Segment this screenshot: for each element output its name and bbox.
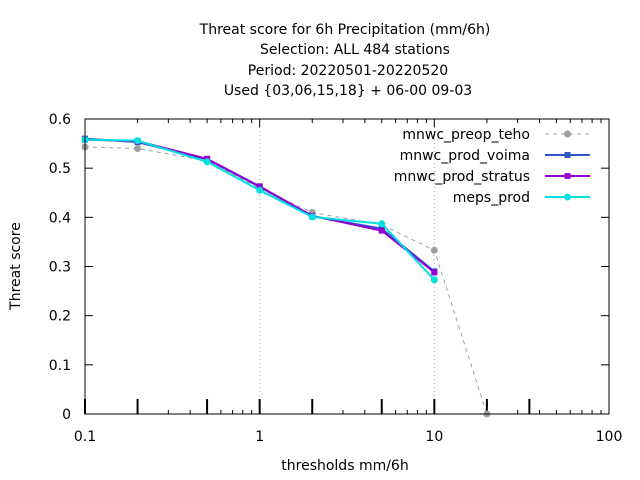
x-tick-label: 10 [425, 429, 443, 445]
title-line-1: Threat score for 6h Precipitation (mm/6h… [199, 22, 491, 38]
y-tick-label: 0 [62, 407, 71, 423]
series-meps_prod [81, 136, 438, 284]
legend-label: mnwc_preop_teho [402, 127, 530, 143]
title-line-2: Selection: ALL 484 stations [260, 42, 450, 58]
data-point [256, 183, 263, 190]
axis-ticks: 00.10.20.30.40.50.60.1 1 10 100 [49, 112, 623, 445]
plot-frame [84, 118, 610, 415]
legend-label: mnwc_prod_voima [400, 148, 530, 164]
data-point [431, 269, 438, 276]
series-line [84, 138, 436, 281]
y-tick-label: 0.1 [49, 358, 71, 374]
y-tick-label: 0.4 [49, 210, 71, 226]
data-point [134, 145, 142, 152]
title-line-3: Period: 20220501-20220520 [248, 63, 448, 79]
x-axis-label: thresholds mm/6h [281, 458, 408, 474]
legend-label: meps_prod [453, 190, 530, 206]
data-point [378, 220, 386, 228]
y-tick-label: 0.6 [49, 112, 71, 128]
data-point [203, 158, 211, 166]
series-mnwc_prod_stratus [82, 136, 438, 276]
series-mnwc_prod_voima [82, 135, 438, 275]
x-tick-label: 100 [596, 429, 623, 445]
data-point [256, 186, 264, 194]
data-point [308, 213, 316, 221]
data-point [378, 227, 385, 234]
x-tick-label: 1 [255, 429, 264, 445]
legend-swatch-marker [564, 130, 571, 138]
legend-swatch-marker [564, 152, 571, 158]
legend: mnwc_preop_teho mnwc_prod_voima mnwc_prod_… [394, 127, 590, 206]
y-axis-label: Threat score [8, 222, 24, 311]
x-tick-label: 0.1 [74, 429, 96, 445]
title-line-4: Used {03,06,15,18} + 06-00 09-03 [224, 83, 472, 99]
data-point [430, 246, 438, 254]
series-line [84, 146, 488, 415]
y-tick-label: 0.5 [49, 161, 71, 177]
legend-swatch-marker [564, 193, 571, 201]
legend-label: mnwc_prod_stratus [394, 169, 530, 185]
y-tick-label: 0.2 [49, 309, 71, 325]
y-tick-label: 0.3 [49, 260, 71, 276]
data-point [134, 137, 142, 145]
data-series [81, 135, 491, 418]
data-point [430, 276, 438, 284]
chart-title: Threat score for 6h Precipitation (mm/6h… [199, 22, 491, 99]
legend-swatch-marker [564, 173, 571, 179]
